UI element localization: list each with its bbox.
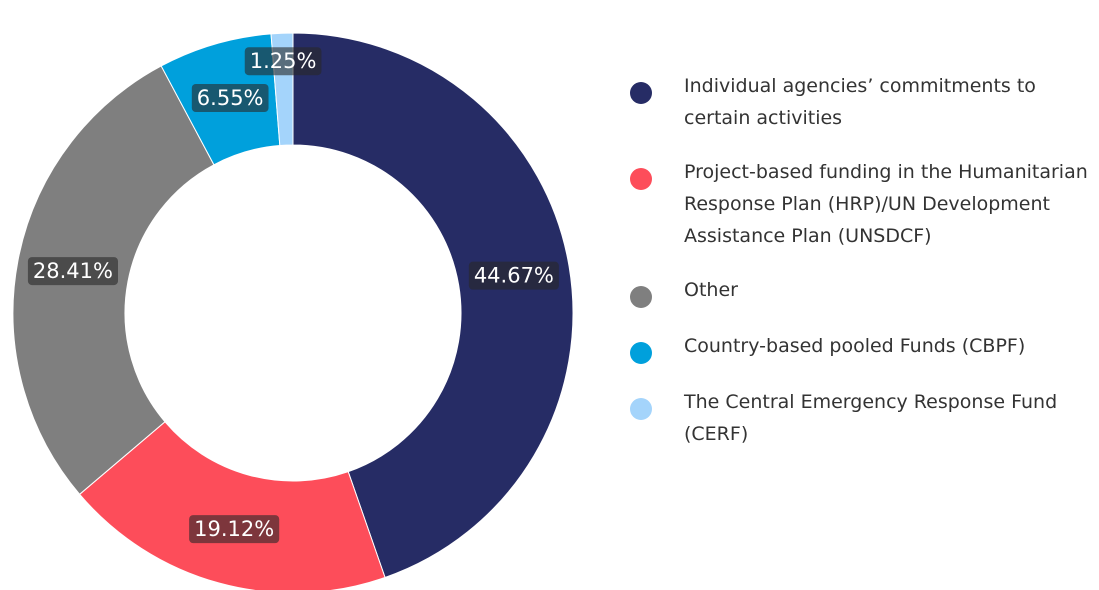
data-label: 44.67% [468,261,559,290]
legend-marker [630,168,652,190]
legend-label: The Central Emergency Response Fund (CER… [684,391,1058,445]
legend-label: Country-based pooled Funds (CBPF) [684,335,1026,357]
data-label-text: 28.41% [33,259,113,283]
legend-marker [630,82,652,104]
slice [292,32,574,579]
legend-marker [630,342,652,364]
data-label-bg [468,261,559,290]
legend-label: Other [684,279,738,301]
legend-marker [630,398,652,420]
data-label-bg [191,83,269,112]
data-label: 6.55% [191,83,269,112]
legend-marker [630,286,652,308]
chart: 44.67% 19.12% 28.41% 6.55% 1.25% [12,32,574,590]
data-label: 28.41% [27,257,118,286]
data-label-text: 6.55% [197,86,264,110]
legend-item: The Central Emergency Response Fund (CER… [630,386,1099,450]
legend-item: Country-based pooled Funds (CBPF) [630,330,1099,364]
legend: Individual agencies’ commitments to cert… [630,70,1099,472]
slice [78,421,386,590]
data-label-text: 1.25% [250,49,317,73]
legend-label: Individual agencies’ commitments to cert… [684,75,1036,129]
data-label: 1.25% [244,47,322,76]
legend-item: Other [630,274,1099,308]
legend-item: Project-based funding in the Humanitaria… [630,156,1099,252]
data-label: 19.12% [189,515,280,544]
data-label-bg [27,257,118,286]
data-label-bg [244,47,322,76]
legend-item: Individual agencies’ commitments to cert… [630,70,1099,134]
data-label-text: 19.12% [194,517,274,541]
data-label-bg [189,515,280,544]
data-label-text: 44.67% [474,264,554,288]
legend-label: Project-based funding in the Humanitaria… [684,161,1088,247]
